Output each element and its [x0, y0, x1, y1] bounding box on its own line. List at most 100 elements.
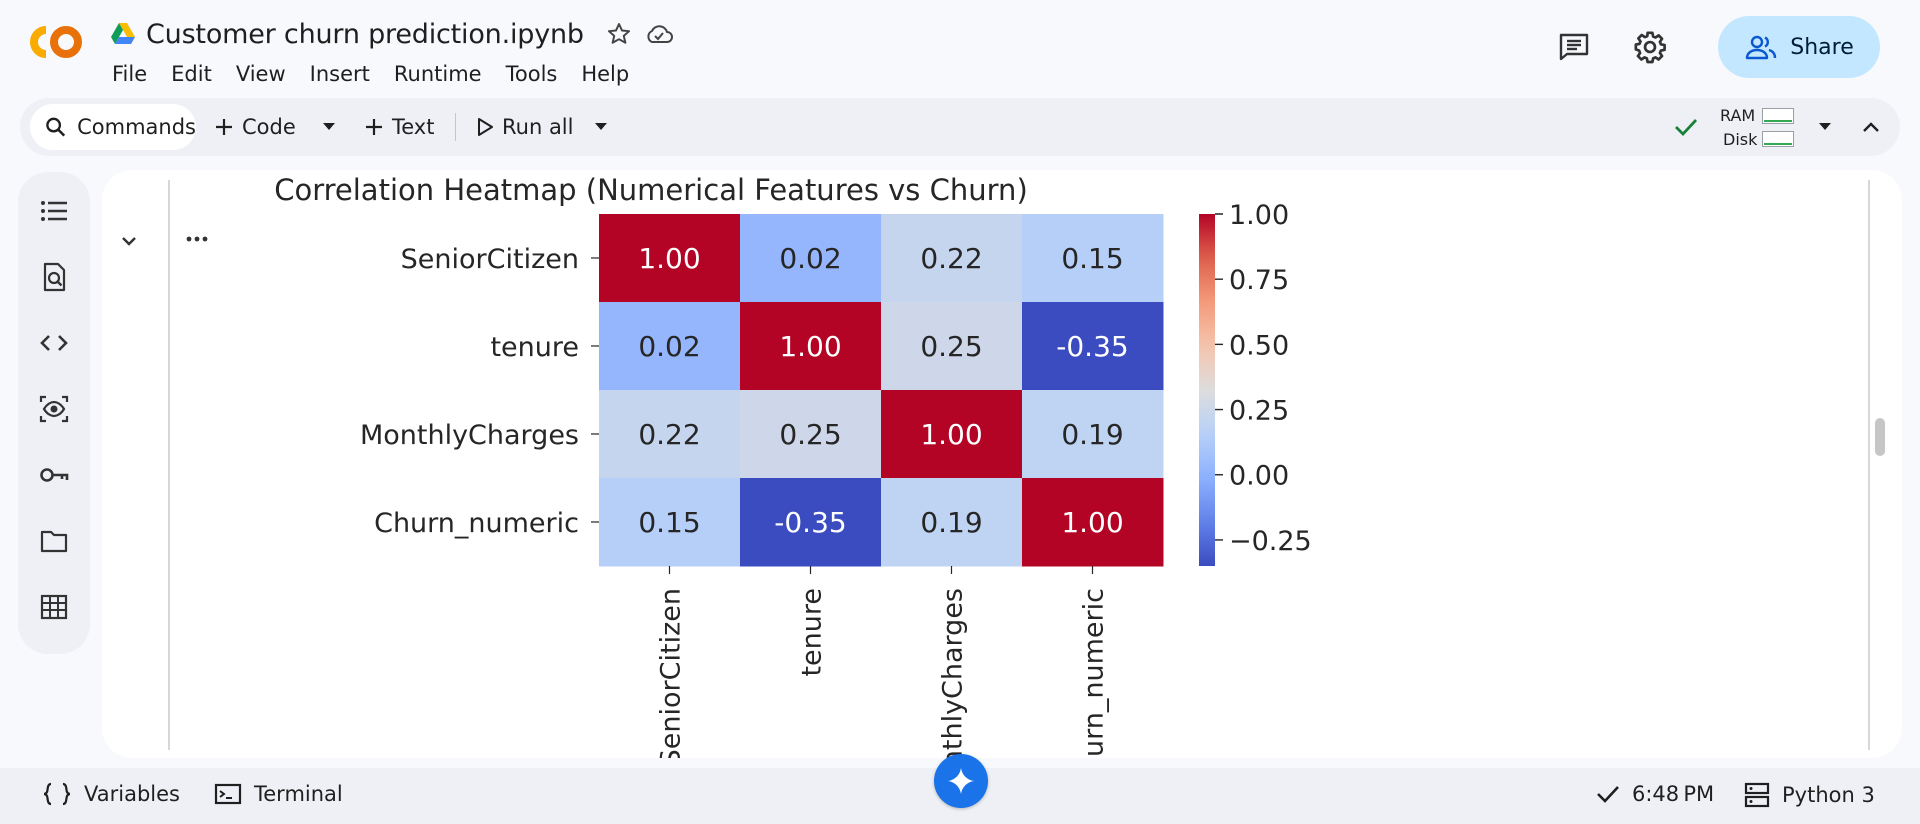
heatmap-cell [599, 478, 741, 567]
add-code-button[interactable]: Code [214, 104, 296, 150]
drive-icon[interactable] [110, 22, 136, 46]
menu-view[interactable]: View [235, 62, 286, 86]
plus-icon [216, 119, 232, 135]
y-tick-label: SeniorCitizen [401, 244, 579, 275]
heatmap-cell [599, 302, 741, 391]
heatmap-cell [1022, 390, 1164, 479]
menu-insert[interactable]: Insert [309, 62, 370, 86]
execution-time: 6:48 PM [1632, 782, 1715, 806]
heatmap-value-label: 0.02 [638, 330, 700, 363]
heatmap-value-label: 0.25 [779, 418, 841, 451]
server-icon [1744, 782, 1770, 808]
y-tick-label: tenure [490, 332, 579, 363]
menu-file[interactable]: File [112, 62, 148, 86]
run-all-button[interactable]: Run all [476, 104, 573, 150]
caret-down-icon [595, 123, 607, 130]
share-button[interactable]: Share [1718, 16, 1880, 78]
menu-help[interactable]: Help [581, 62, 630, 86]
colorbar-tick-label: −0.25 [1229, 526, 1312, 557]
output-more-options-icon[interactable] [184, 234, 214, 244]
resource-monitor[interactable]: RAM Disk [1720, 103, 1816, 151]
terminal-label: Terminal [254, 782, 343, 806]
variables-button[interactable]: Variables [42, 782, 180, 806]
left-sidebar [18, 172, 90, 654]
heatmap-value-label: -0.35 [774, 506, 846, 539]
colorbar-tick-label: 1.00 [1229, 200, 1289, 231]
variables-inspector-icon[interactable] [39, 394, 69, 424]
execution-status[interactable]: 6:48 PM [1596, 782, 1714, 806]
check-icon [1597, 786, 1619, 803]
play-icon [478, 118, 493, 136]
x-tick-label: Churn_numeric [1079, 588, 1110, 758]
heatmap-value-label: 0.19 [920, 506, 982, 539]
disk-meter [1762, 131, 1794, 147]
comment-icon[interactable] [1554, 27, 1594, 67]
heatmap-cell [740, 478, 882, 567]
ram-label: RAM [1720, 106, 1756, 125]
find-icon[interactable] [39, 262, 69, 292]
code-snippets-icon[interactable] [39, 328, 69, 358]
menu-tools[interactable]: Tools [505, 62, 558, 86]
colorbar-tick-label: 0.50 [1229, 330, 1289, 361]
caret-down-icon [1819, 123, 1831, 130]
commands-button[interactable]: Commands [30, 104, 196, 150]
x-tick-label: MonthlyCharges [938, 588, 969, 758]
cloud-icon[interactable] [644, 19, 674, 49]
data-table-icon[interactable] [39, 592, 69, 622]
cell-left-border [168, 180, 170, 750]
heatmap-cell [881, 390, 1023, 479]
disk-label: Disk [1723, 130, 1758, 149]
x-tick-label: SeniorCitizen [656, 588, 687, 758]
people-icon [1746, 35, 1777, 60]
collapse-toolbar-button[interactable] [1862, 104, 1880, 150]
heatmap-value-label: 0.22 [920, 242, 982, 275]
heatmap-cell [881, 302, 1023, 391]
sparkle-icon [948, 768, 974, 794]
y-tick-label: MonthlyCharges [360, 420, 579, 451]
cell-right-border [1868, 180, 1870, 750]
heatmap-value-label: 1.00 [779, 330, 841, 363]
chevron-up-icon [1863, 122, 1879, 132]
files-folder-icon[interactable] [39, 526, 69, 556]
heatmap-cell [599, 390, 741, 479]
colab-logo[interactable] [24, 22, 88, 62]
vertical-scrollbar[interactable] [1875, 418, 1885, 456]
add-code-dropdown[interactable] [322, 104, 336, 150]
colorbar-tick-label: 0.75 [1229, 265, 1289, 296]
gear-icon[interactable] [1630, 27, 1670, 67]
variables-label: Variables [84, 782, 180, 806]
menu-edit[interactable]: Edit [171, 62, 212, 86]
heatmap-value-label: 0.15 [638, 506, 700, 539]
terminal-icon [214, 783, 242, 805]
run-all-label: Run all [502, 115, 574, 139]
heatmap-value-label: 0.25 [920, 330, 982, 363]
menu-bar: File Edit View Insert Runtime Tools Help [112, 62, 653, 86]
text-label: Text [392, 115, 435, 139]
braces-icon [43, 782, 71, 806]
colorbar [1199, 214, 1215, 566]
runtime-status[interactable]: Python 3 [1744, 782, 1875, 808]
run-all-dropdown[interactable] [594, 104, 608, 150]
heatmap-cell [881, 478, 1023, 567]
heatmap-value-label: 0.02 [779, 242, 841, 275]
heatmap-cell [1022, 214, 1164, 303]
toc-icon[interactable] [39, 196, 69, 226]
terminal-button[interactable]: Terminal [214, 782, 343, 806]
menu-runtime[interactable]: Runtime [393, 62, 482, 86]
star-icon[interactable] [604, 19, 634, 49]
caret-down-icon [323, 123, 335, 130]
heatmap-value-label: 0.22 [638, 418, 700, 451]
share-label: Share [1790, 34, 1854, 60]
notebook-title[interactable]: Customer churn prediction.ipynb [146, 18, 584, 50]
heatmap-value-label: 1.00 [638, 242, 700, 275]
heatmap-cell [740, 214, 882, 303]
runtime-dropdown[interactable] [1818, 104, 1832, 150]
heatmap-value-label: 0.15 [1061, 242, 1123, 275]
add-text-button[interactable]: Text [364, 104, 434, 150]
secrets-key-icon[interactable] [39, 460, 69, 490]
heatmap-value-label: -0.35 [1056, 330, 1128, 363]
y-tick-label: Churn_numeric [374, 508, 579, 539]
gemini-button[interactable] [934, 754, 988, 808]
collapse-chevron-icon[interactable] [118, 230, 140, 252]
toolbar-divider [455, 113, 456, 141]
